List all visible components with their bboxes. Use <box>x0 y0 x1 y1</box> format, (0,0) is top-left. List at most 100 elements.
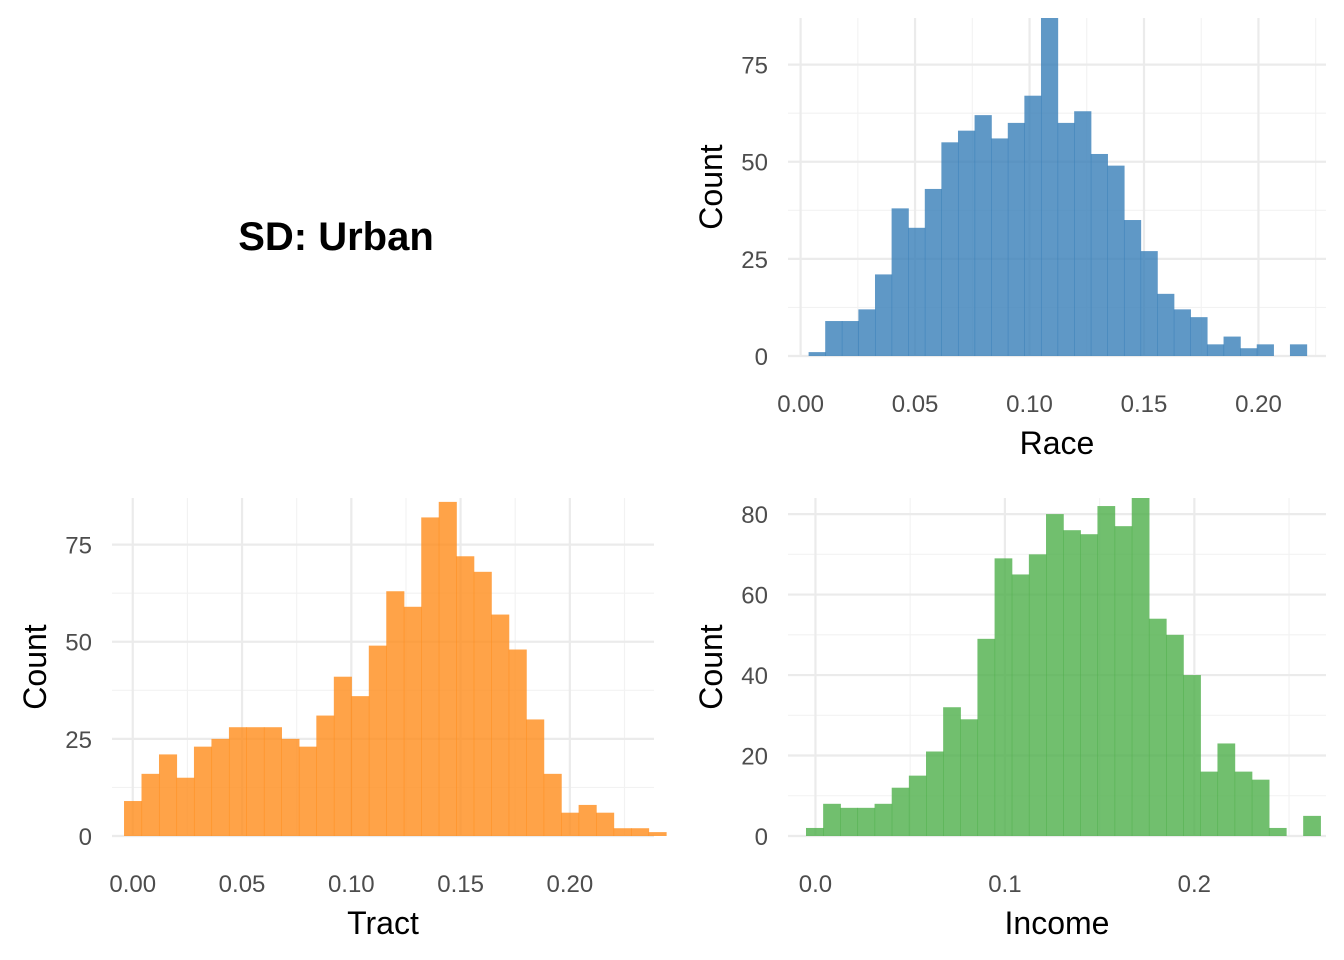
race-histogram-bar <box>1173 309 1191 356</box>
race-histogram-bar <box>1289 344 1308 356</box>
tract-histogram-bar <box>263 727 282 836</box>
income-y-tick-label: 60 <box>741 583 768 610</box>
income-histogram-bar <box>1183 675 1201 836</box>
income-y-tick-label: 20 <box>741 744 768 771</box>
race-histogram-bar <box>941 142 959 356</box>
income-histogram-bar <box>823 803 841 836</box>
race-histogram-bar <box>1007 122 1025 357</box>
tract-histogram-bar <box>298 746 317 836</box>
race-histogram-bar <box>1157 293 1175 356</box>
tract-histogram-bar <box>631 828 650 836</box>
race-y-tick-label: 75 <box>741 53 768 80</box>
income-x-tick-label: 0.2 <box>1178 871 1211 898</box>
income-histogram-bar <box>1131 498 1150 836</box>
income-histogram-bar <box>926 751 944 836</box>
race-x-tick-label: 0.20 <box>1235 391 1282 418</box>
race-histogram-bar <box>1074 111 1092 356</box>
tract-histogram-bar <box>193 746 213 836</box>
tract-y-tick-label: 25 <box>65 727 92 754</box>
income-histogram-bar <box>874 803 893 836</box>
race-x-tick-label: 0.00 <box>777 391 824 418</box>
race-x-tick-label: 0.10 <box>1006 391 1053 418</box>
income-histogram-bar <box>1234 771 1253 836</box>
tract-histogram-bar <box>351 696 370 836</box>
race-histogram-bar <box>1256 344 1274 356</box>
race-x-tick-label: 0.15 <box>1121 391 1168 418</box>
tract-x-tick-label: 0.20 <box>546 871 593 898</box>
income-histogram-bar <box>1268 827 1287 836</box>
race-y-tick-label: 0 <box>755 344 768 371</box>
race-histogram-bar <box>1240 348 1258 356</box>
race-y-axis-label: Count <box>693 144 729 230</box>
income-histogram-bar <box>1148 618 1167 836</box>
tract-histogram-bar <box>456 556 475 836</box>
race-y-tick-label: 50 <box>741 150 768 177</box>
tract-histogram-bar <box>316 715 335 836</box>
income-x-tick-label: 0.0 <box>799 871 832 898</box>
tract-histogram-bar <box>648 832 667 836</box>
income-histogram-bar <box>1097 506 1116 836</box>
race-histogram-bar <box>808 352 826 356</box>
tract-histogram-bar <box>158 754 178 836</box>
tract-histogram-bar <box>176 777 195 836</box>
income-histogram-bar <box>1028 554 1047 836</box>
income-histogram-bar <box>994 558 1013 836</box>
race-histogram-bar <box>891 208 909 356</box>
tract-histogram-panel: 0.00 0.05 0.10 0.15 0.20 0 25 50 75 Tract Count <box>17 498 667 941</box>
tract-histogram-bar <box>526 719 545 836</box>
income-histogram-bar <box>1046 514 1064 836</box>
tract-histogram-bar <box>281 738 300 836</box>
tract-histogram-bar <box>561 812 580 836</box>
tract-histogram-bar <box>386 591 405 836</box>
tract-histogram-bar <box>438 501 457 836</box>
race-x-tick-label: 0.05 <box>892 391 939 418</box>
tract-histogram-bar <box>141 773 160 836</box>
income-histogram-bar <box>1166 634 1184 836</box>
tract-histogram-bar <box>403 606 422 836</box>
income-histogram-bar <box>1217 743 1236 836</box>
race-y-tick-label: 25 <box>741 247 768 274</box>
tract-histogram-bar <box>421 517 440 836</box>
race-histogram-bar <box>858 309 876 356</box>
tract-x-tick-label: 0.05 <box>219 871 266 898</box>
tract-histogram-bar <box>211 738 230 836</box>
tract-x-tick-label: 0.15 <box>437 871 484 898</box>
race-histogram-bar <box>1057 122 1075 357</box>
tract-histogram-bar <box>613 828 632 836</box>
income-y-axis-label: Count <box>693 624 729 710</box>
tract-y-tick-label: 0 <box>79 824 92 851</box>
tract-y-tick-label: 50 <box>65 630 92 657</box>
race-histogram-bar <box>991 138 1009 356</box>
race-histogram-bar <box>957 130 976 356</box>
race-histogram-bar <box>1206 344 1225 356</box>
income-histogram-bar <box>1063 530 1081 836</box>
tract-histogram-bar <box>473 571 492 836</box>
race-histogram-panel: 0.00 0.05 0.10 0.15 0.20 0 25 50 75 Race Count <box>693 18 1326 461</box>
race-histogram-bar <box>974 115 992 356</box>
race-histogram-bar <box>924 188 942 356</box>
race-histogram-bar <box>825 321 843 356</box>
tract-histogram-bar <box>246 727 265 836</box>
income-histogram-bar <box>943 707 961 836</box>
race-histogram-bar <box>874 274 893 356</box>
income-histogram-bar <box>1080 534 1099 836</box>
race-histogram-bar <box>1024 95 1042 357</box>
race-histogram-bar <box>1123 220 1142 356</box>
race-histogram-bar <box>1107 165 1125 356</box>
income-histogram-bar <box>840 807 859 836</box>
income-histogram-bar <box>1251 779 1270 836</box>
tract-y-tick-label: 75 <box>65 533 92 560</box>
tract-histogram-bar <box>333 676 352 836</box>
tract-histogram-bar <box>228 727 248 836</box>
income-histogram-bar <box>977 638 996 836</box>
figure-title: SD: Urban <box>238 215 434 259</box>
race-histogram-bar <box>1040 18 1059 356</box>
race-histogram-bar <box>1140 251 1158 356</box>
tract-histogram-bar <box>578 804 597 836</box>
income-x-axis-label: Income <box>1005 905 1110 941</box>
race-histogram-bar <box>841 321 859 356</box>
income-histogram-bar <box>857 807 876 836</box>
income-histogram-bar <box>960 719 979 836</box>
race-x-axis-label: Race <box>1020 425 1095 461</box>
